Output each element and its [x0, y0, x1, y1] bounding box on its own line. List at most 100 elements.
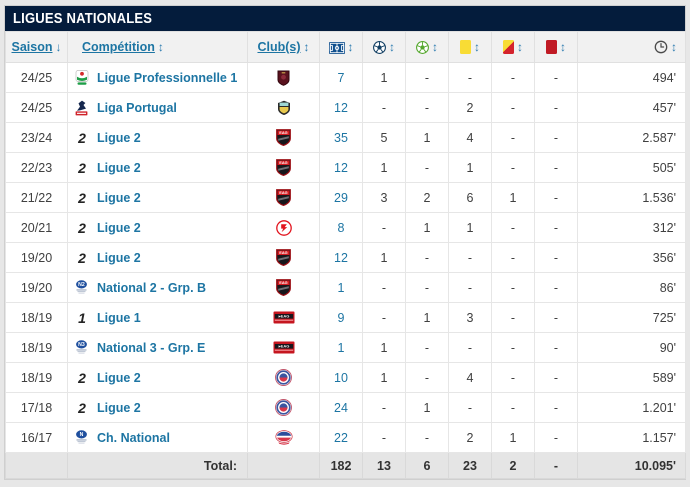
national-2-logo: N2 [73, 280, 90, 295]
club-column-header[interactable]: Club(s) ↕ [247, 31, 320, 63]
assists-column-header[interactable]: ↕ [405, 31, 449, 63]
total-matches: 182 [319, 452, 363, 479]
ligue-2-logo: 2 [73, 160, 90, 176]
table-row: 19/20 2 Ligue 2 EAG 12 1 - - - - 356' [5, 242, 686, 273]
matches-cell[interactable]: 22 [319, 422, 363, 453]
competition-link[interactable]: National 2 - Grp. B [97, 280, 207, 295]
yellow-red-cards-cell: - [491, 122, 535, 153]
red-cards-cell: - [534, 62, 578, 93]
club-crest-blue-red-round[interactable] [275, 399, 292, 416]
matches-column-header[interactable]: ↕ [319, 31, 363, 63]
goals-cell: - [362, 272, 406, 303]
red-cards-cell: - [534, 152, 578, 183]
matches-cell[interactable]: 1 [319, 272, 363, 303]
club-crest-eag-banner[interactable]: ▸EAG [273, 341, 295, 354]
season-cell: 20/21 [5, 212, 68, 243]
minutes-cell: 589' [577, 362, 686, 393]
minutes-cell: 1.536' [577, 182, 686, 213]
matches-cell[interactable]: 1 [319, 332, 363, 363]
competition-link[interactable]: Ligue 1 [97, 310, 141, 325]
matches-cell[interactable]: 12 [319, 152, 363, 183]
yellow-red-cards-cell: - [491, 62, 535, 93]
season-cell: 24/25 [5, 92, 68, 123]
table-row: 23/24 2 Ligue 2 EAG 35 5 1 4 - - 2.587' [5, 122, 686, 153]
club-crest-eag-shield[interactable]: EAG [276, 279, 291, 297]
season-column-header[interactable]: Saison ↓ [5, 31, 68, 63]
yellow-red-cards-column-header[interactable]: ↕ [491, 31, 535, 63]
competition-link[interactable]: Ligue 2 [97, 250, 141, 265]
yellow-cards-cell: 6 [448, 182, 492, 213]
total-row-season-cell [5, 452, 68, 479]
matches-cell[interactable]: 10 [319, 362, 363, 393]
assists-cell: - [405, 62, 449, 93]
club-crest-eag-shield[interactable]: EAG [276, 249, 291, 267]
club-crest-eag-banner[interactable]: ▸EAG [273, 311, 295, 324]
red-cards-cell: - [534, 302, 578, 333]
yellow-red-cards-cell: - [491, 272, 535, 303]
club-crest-eag-shield[interactable]: EAG [276, 189, 291, 207]
total-goals: 13 [362, 452, 406, 479]
minutes-column-header[interactable]: ↕ [577, 31, 686, 63]
minutes-cell: 494' [577, 62, 686, 93]
club-crest-yellow-castle[interactable] [277, 100, 291, 116]
widget-title-bar: LIGUES NATIONALES [5, 6, 685, 31]
competition-cell: 2 Ligue 2 [67, 362, 248, 393]
competition-link[interactable]: Ligue 2 [97, 370, 141, 385]
total-row: Total: 182 13 6 23 2 - 10.095' [5, 452, 686, 479]
competition-link[interactable]: Ch. National [97, 430, 170, 445]
competition-link[interactable]: Ligue 2 [97, 220, 141, 235]
club-crest-eag-shield[interactable]: EAG [276, 129, 291, 147]
goals-cell: 1 [362, 362, 406, 393]
national-leagues-stats-table: Saison ↓ Compétition ↕ Club(s) ↕ ↕ ↕ ↕ ↕ ↕ … [5, 31, 686, 479]
table-row: 18/19 2 Ligue 2 10 1 - 4 - - 589' [5, 362, 686, 393]
competition-link[interactable]: Ligue 2 [97, 190, 141, 205]
competition-link[interactable]: National 3 - Grp. E [97, 340, 206, 355]
svg-text:▸EAG: ▸EAG [277, 314, 289, 319]
season-cell: 23/24 [5, 122, 68, 153]
competition-link[interactable]: Ligue Professionnelle 1 [97, 70, 238, 85]
svg-text:EAG: EAG [279, 130, 287, 135]
matches-cell[interactable]: 8 [319, 212, 363, 243]
matches-cell[interactable]: 12 [319, 92, 363, 123]
club-crest-red-white-round[interactable] [275, 219, 292, 236]
competition-link[interactable]: Ligue 2 [97, 160, 141, 175]
matches-cell[interactable]: 35 [319, 122, 363, 153]
club-crest-blue-red-round[interactable] [275, 369, 292, 386]
season-cell: 22/23 [5, 152, 68, 183]
yellow-cards-cell: - [448, 332, 492, 363]
minutes-cell: 1.157' [577, 422, 686, 453]
matches-cell[interactable]: 24 [319, 392, 363, 423]
red-cards-cell: - [534, 392, 578, 423]
club-crest-eag-shield[interactable]: EAG [276, 159, 291, 177]
competition-column-header[interactable]: Compétition ↕ [67, 31, 248, 63]
yellow-cards-cell: 4 [448, 122, 492, 153]
yellow-cards-column-header[interactable]: ↕ [448, 31, 492, 63]
competition-cell: 2 Ligue 2 [67, 122, 248, 153]
total-red-cards: - [534, 452, 578, 479]
svg-text:EAG: EAG [279, 190, 287, 195]
table-row: 22/23 2 Ligue 2 EAG 12 1 - 1 - - 505' [5, 152, 686, 183]
club-crest-dark-red-shield[interactable] [277, 70, 290, 86]
competition-link[interactable]: Liga Portugal [97, 100, 177, 115]
competition-link[interactable]: Ligue 2 [97, 400, 141, 415]
matches-cell[interactable]: 12 [319, 242, 363, 273]
goals-cell: - [362, 392, 406, 423]
svg-text:N3: N3 [78, 342, 85, 348]
matches-cell[interactable]: 7 [319, 62, 363, 93]
assists-cell: 1 [405, 302, 449, 333]
club-crest-blue-red-oval[interactable] [274, 429, 293, 446]
club-cell [247, 92, 320, 123]
red-cards-cell: - [534, 122, 578, 153]
widget-title: LIGUES NATIONALES [13, 10, 153, 27]
goals-cell: 3 [362, 182, 406, 213]
total-yellow-red-cards: 2 [491, 452, 535, 479]
matches-cell[interactable]: 9 [319, 302, 363, 333]
sort-both-icon: ↕ [671, 39, 677, 54]
competition-link[interactable]: Ligue 2 [97, 130, 141, 145]
red-cards-column-header[interactable]: ↕ [534, 31, 578, 63]
season-cell: 18/19 [5, 302, 68, 333]
yellow-red-cards-cell: 1 [491, 422, 535, 453]
goals-column-header[interactable]: ↕ [362, 31, 406, 63]
matches-cell[interactable]: 29 [319, 182, 363, 213]
season-cell: 19/20 [5, 272, 68, 303]
